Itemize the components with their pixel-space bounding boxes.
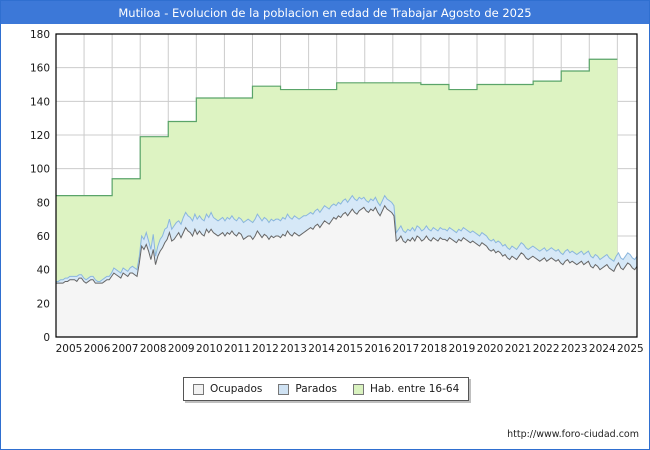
y-axis-tick: 120 <box>30 130 50 142</box>
line-habitantes <box>56 58 618 197</box>
y-axis-tick: 180 <box>30 29 50 41</box>
x-axis-tick: 2006 <box>84 343 111 355</box>
x-axis-tick: 2005 <box>56 343 83 355</box>
legend-swatch-ocupados <box>193 383 204 395</box>
legend-item-parados: Parados <box>278 383 337 395</box>
x-axis-tick: 2020 <box>477 343 504 355</box>
x-axis-tick: 2010 <box>196 343 223 355</box>
y-axis-labels: 0 20 40 60 80 100 120 140 160 180 <box>30 29 50 344</box>
x-axis-tick: 2009 <box>168 343 195 355</box>
legend-label-ocupados: Ocupados <box>210 383 263 395</box>
y-axis-tick: 160 <box>30 63 50 75</box>
plot-frame <box>55 33 638 338</box>
x-axis-tick: 2011 <box>224 343 251 355</box>
area-ocupados <box>56 205 637 337</box>
x-axis-tick: 2025 <box>617 343 644 355</box>
x-axis-tick: 2014 <box>308 343 335 355</box>
legend-item-ocupados: Ocupados <box>193 383 262 395</box>
y-axis-tick: 100 <box>30 164 50 176</box>
x-axis-tick: 2007 <box>112 343 139 355</box>
legend-swatch-parados <box>278 383 290 395</box>
x-axis-tick: 2017 <box>392 343 419 355</box>
x-axis-tick: 2023 <box>561 343 588 355</box>
x-axis-tick: 2008 <box>140 343 167 355</box>
x-axis-tick: 2016 <box>364 343 391 355</box>
legend-item-habitantes: Hab. entre 16-64 <box>352 383 460 395</box>
footer-url: http://www.foro-ciudad.com <box>507 429 639 440</box>
legend-label-parados: Parados <box>295 383 337 395</box>
x-axis-tick: 2024 <box>589 343 616 355</box>
y-axis-tick: 80 <box>37 197 50 209</box>
x-axis-tick: 2021 <box>505 343 532 355</box>
x-axis-labels: 2005 2006 2007 2008 2009 2010 2011 2012 2013 2014… <box>56 343 644 355</box>
y-axis-tick: 60 <box>37 231 50 243</box>
y-axis-tick: 20 <box>37 298 50 310</box>
line-ocupados <box>56 204 638 284</box>
legend-label-habitantes: Hab. entre 16-64 <box>369 383 460 395</box>
x-axis-tick: 2012 <box>252 343 279 355</box>
y-axis-tick: 40 <box>37 265 50 277</box>
y-axis-tick: 140 <box>30 96 50 108</box>
series-layer <box>56 58 638 337</box>
x-axis-tick: 2019 <box>449 343 476 355</box>
x-axis-tick: 2013 <box>280 343 307 355</box>
x-axis-tick: 2015 <box>336 343 363 355</box>
population-area-chart: FORO-CIUDAD.COM 020406080100120140160180… <box>30 29 644 355</box>
x-axis-tick: 2018 <box>421 343 448 355</box>
window-title-bar: Mutiloa - Evolucion de la poblacion en e… <box>1 1 649 24</box>
chart-legend: Ocupados Parados Hab. entre 16-64 <box>183 377 470 401</box>
line-parados <box>56 194 638 282</box>
page-title: Mutiloa - Evolucion de la poblacion en e… <box>118 5 532 20</box>
x-axis-tick: 2022 <box>533 343 560 355</box>
y-axis-tick: 0 <box>43 332 50 344</box>
chart-canvas: FORO-CIUDAD.COM 020406080100120140160180… <box>1 24 649 449</box>
legend-swatch-habitantes <box>352 383 364 395</box>
